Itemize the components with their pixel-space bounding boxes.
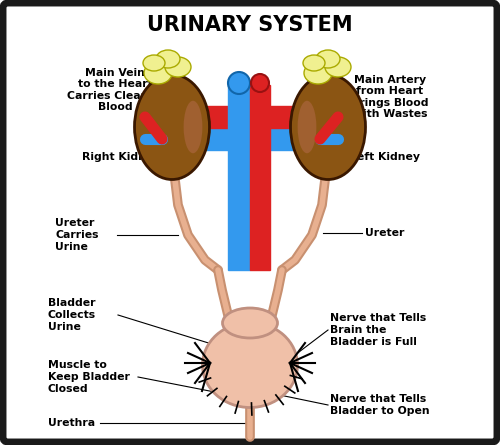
Bar	[140, 106, 162, 128]
Ellipse shape	[165, 57, 191, 77]
Bar	[250, 85, 270, 270]
Ellipse shape	[156, 50, 180, 68]
Bar	[298, 128, 320, 150]
Bar	[160, 106, 300, 128]
Ellipse shape	[316, 50, 340, 68]
Text: Urethra: Urethra	[48, 418, 95, 428]
Text: Nerve that Tells
Bladder to Open: Nerve that Tells Bladder to Open	[330, 394, 430, 416]
Ellipse shape	[184, 101, 203, 153]
Text: Left Kidney: Left Kidney	[350, 152, 420, 162]
Ellipse shape	[143, 55, 165, 71]
Ellipse shape	[298, 101, 316, 153]
Circle shape	[251, 74, 269, 92]
FancyBboxPatch shape	[3, 3, 497, 442]
Bar	[298, 106, 320, 128]
Text: URINARY SYSTEM: URINARY SYSTEM	[147, 15, 353, 35]
Ellipse shape	[222, 308, 278, 338]
Ellipse shape	[325, 57, 351, 77]
Ellipse shape	[303, 55, 325, 71]
Text: Right Kidney: Right Kidney	[82, 152, 160, 162]
Bar	[160, 128, 300, 150]
Ellipse shape	[202, 323, 298, 408]
Text: Bladder
Collects
Urine: Bladder Collects Urine	[48, 299, 96, 332]
Text: Nerve that Tells
Brain the
Bladder is Full: Nerve that Tells Brain the Bladder is Fu…	[330, 313, 426, 347]
Ellipse shape	[134, 74, 210, 179]
Text: Main Vein
to the Heart
Carries Cleaned
Blood: Main Vein to the Heart Carries Cleaned B…	[67, 68, 163, 113]
Ellipse shape	[290, 74, 366, 179]
Bar	[140, 128, 162, 150]
Ellipse shape	[144, 62, 172, 84]
Bar	[228, 85, 250, 270]
Text: Ureter: Ureter	[365, 228, 405, 238]
Text: Main Artery
from Heart
Brings Blood
with Wastes: Main Artery from Heart Brings Blood with…	[351, 75, 429, 119]
Text: Ureter
Carries
Urine: Ureter Carries Urine	[55, 218, 98, 251]
Text: Muscle to
Keep Bladder
Closed: Muscle to Keep Bladder Closed	[48, 360, 130, 393]
Circle shape	[228, 72, 250, 94]
Ellipse shape	[304, 62, 332, 84]
